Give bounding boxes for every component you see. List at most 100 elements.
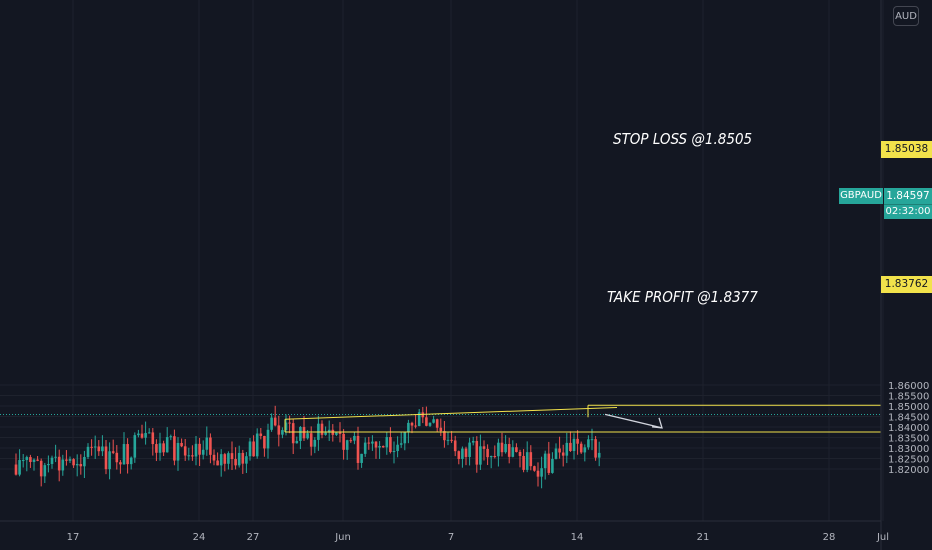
candle-body <box>281 430 284 435</box>
candle-body <box>349 440 353 442</box>
candle-body <box>558 448 561 453</box>
price-axis[interactable]: 1.860001.855001.850001.845001.840001.835… <box>888 381 929 476</box>
candle-body <box>489 456 493 458</box>
candle-body <box>47 463 50 466</box>
candle-body <box>572 438 576 452</box>
candle-body <box>237 452 241 466</box>
candle-body <box>518 451 522 456</box>
candle-body <box>471 440 475 443</box>
candle-body <box>183 446 187 456</box>
candle-body <box>147 432 151 434</box>
candle-body <box>345 440 349 450</box>
candle-body <box>270 417 273 430</box>
candle-body <box>324 432 327 435</box>
candle-body <box>475 440 479 465</box>
candle-body <box>54 456 57 458</box>
y-tick-label: 1.84500 <box>888 413 929 424</box>
x-tick-label: 28 <box>823 532 836 543</box>
candle-body <box>543 453 547 469</box>
symbol-label: GBPAUD <box>839 188 883 204</box>
take-profit-label: TAKE PROFIT @1.8377 <box>607 288 758 306</box>
candle-body <box>464 448 468 457</box>
candle-body <box>309 433 313 447</box>
candle-body <box>414 425 417 427</box>
candle-body <box>104 446 108 470</box>
candle-body <box>18 460 21 475</box>
time-axis[interactable]: 172427Jun7142128Jul6 <box>67 532 932 543</box>
candle-body <box>248 441 252 457</box>
candle-body <box>597 452 601 458</box>
candle-body <box>25 457 29 461</box>
candle-body <box>529 452 533 467</box>
candle-body <box>155 444 158 453</box>
candle-body <box>230 453 234 460</box>
candle-body <box>327 429 331 433</box>
candle-body <box>439 427 443 432</box>
candle-body <box>129 457 133 465</box>
candle-body <box>435 419 439 428</box>
candle-body <box>443 431 446 441</box>
candle-body <box>590 439 594 441</box>
candle-body <box>151 432 155 445</box>
candle-body <box>216 460 219 466</box>
candle-body <box>302 427 306 439</box>
candle-body <box>551 458 554 473</box>
candle-body <box>338 432 342 434</box>
candle-body <box>101 446 104 452</box>
candle-body <box>57 456 61 471</box>
candle-body <box>396 444 399 452</box>
candle-body <box>212 454 216 461</box>
candle-body <box>389 437 392 453</box>
candle-body <box>493 456 497 458</box>
candle-body <box>342 433 345 450</box>
candle-body <box>554 448 558 459</box>
candle-body <box>288 422 291 424</box>
x-tick-label: 27 <box>247 532 260 543</box>
candle-body <box>169 436 173 438</box>
candle-body <box>320 423 324 435</box>
candle-body <box>367 442 371 444</box>
candle-body <box>162 443 165 453</box>
candle-body <box>61 459 65 471</box>
candle-body <box>507 444 511 457</box>
candle-body <box>83 456 86 467</box>
candle-body <box>259 433 263 436</box>
candle-body <box>255 433 259 457</box>
candle-body <box>223 454 227 464</box>
candle-body <box>191 455 194 457</box>
candle-body <box>479 446 482 465</box>
stop-loss-label: STOP LOSS @1.8505 <box>613 130 752 148</box>
candle-body <box>201 449 205 455</box>
candle-body <box>374 441 378 448</box>
currency-button[interactable]: AUD <box>893 6 919 26</box>
y-tick-label: 1.83500 <box>888 434 929 445</box>
candle-body <box>284 422 288 431</box>
candle-body <box>227 453 230 464</box>
trend-line <box>284 406 618 420</box>
candle-body <box>234 459 237 466</box>
candle-body <box>313 439 317 447</box>
candle-body <box>353 435 356 441</box>
candle-body <box>75 464 79 466</box>
candle-body <box>252 441 255 457</box>
candle-body <box>428 422 432 426</box>
candle-body <box>569 442 572 452</box>
candle-body <box>511 447 515 457</box>
candle-body <box>122 444 126 465</box>
candle-body <box>385 437 389 448</box>
candle-body <box>32 459 36 462</box>
candle-body <box>158 443 162 453</box>
candle-body <box>579 443 583 453</box>
candle-body <box>36 459 39 461</box>
candle-body <box>335 432 338 435</box>
bar-countdown: 02:32:00 <box>884 204 932 219</box>
x-tick-label: 21 <box>697 532 710 543</box>
candle-body <box>79 464 83 467</box>
candle-body <box>536 470 540 477</box>
candle-body <box>219 454 223 466</box>
candle-body <box>144 432 147 438</box>
candle-body <box>371 441 374 444</box>
last-price-value: 1.84597 <box>884 188 932 204</box>
candle-body <box>115 452 119 463</box>
